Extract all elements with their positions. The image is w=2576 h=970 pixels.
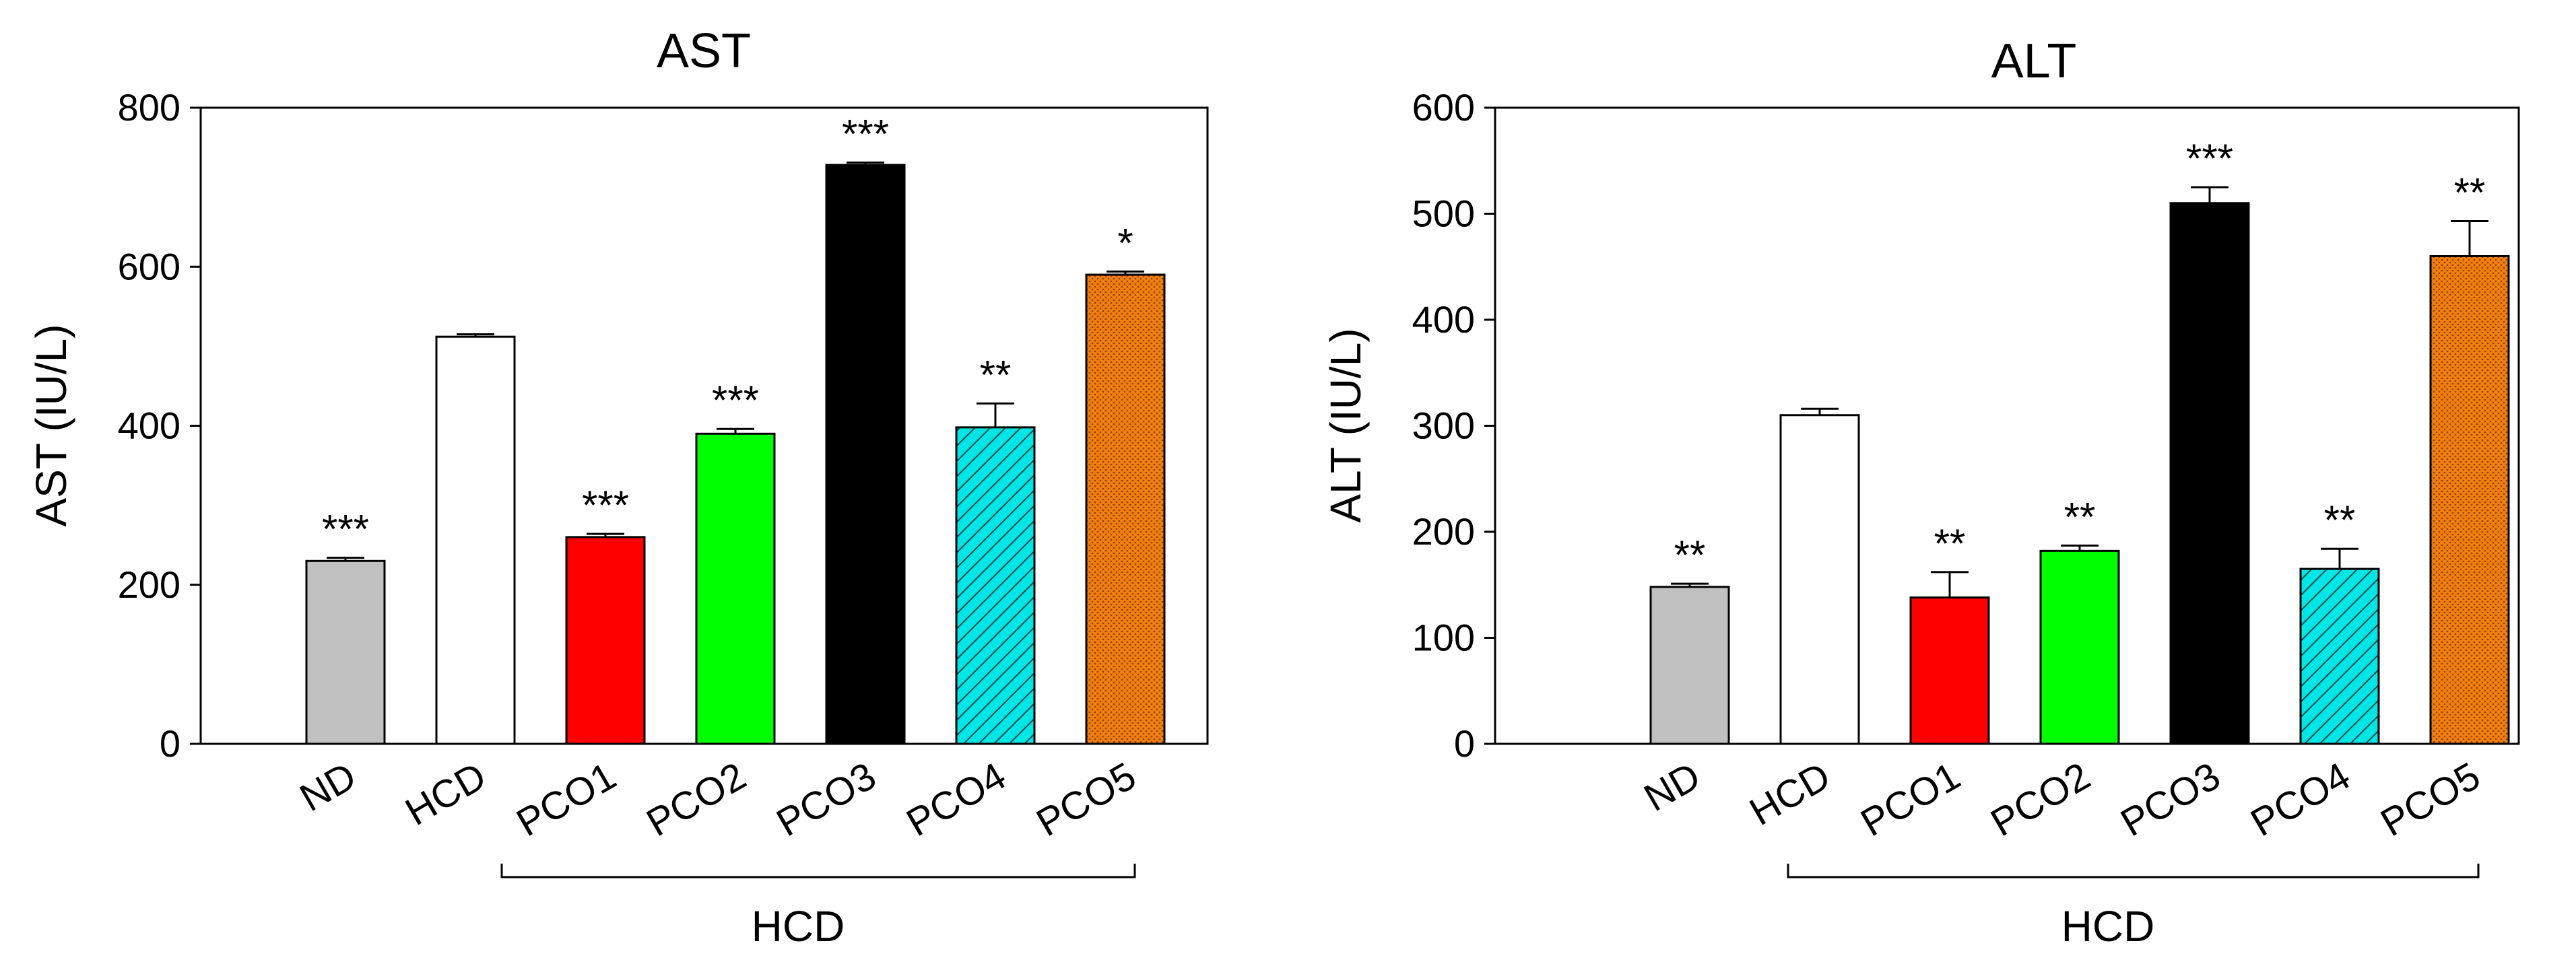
x-axis-categories: ND HCD PCO1 PCO2 PCO3 PCO4 PCO5: [292, 754, 1143, 845]
x-category-pco4: PCO4: [899, 754, 1013, 845]
x-category-pco5: PCO5: [2373, 754, 2487, 845]
significance-nd: **: [1674, 532, 1706, 578]
error-bars: [1671, 186, 2488, 598]
x-category-hcd: HCD: [398, 754, 493, 834]
x-category-pco3: PCO3: [769, 754, 883, 845]
y-axis-label: AST (IU/L): [27, 324, 75, 526]
x-category-pco1: PCO1: [1853, 754, 1967, 845]
y-tick-label: 400: [1412, 298, 1475, 341]
bar-hcd: [435, 335, 516, 745]
y-tick-label: 600: [118, 245, 180, 287]
significance-labels: ** ***********: [1674, 136, 2486, 578]
significance-labels: ***************: [322, 112, 1133, 552]
bar-pco4: [2299, 567, 2380, 745]
bar-nd: [305, 559, 386, 745]
significance-pco2: **: [2064, 494, 2096, 539]
y-tick-label: 100: [1412, 617, 1475, 659]
significance-pco5: *: [1117, 220, 1133, 265]
y-axis-ticks: 0 200 400 600 800: [118, 86, 201, 765]
bar-hcd: [1779, 414, 1860, 745]
bar-pco5: [1085, 273, 1166, 745]
error-bars: [327, 162, 1144, 561]
bar-pco2: [2039, 549, 2120, 745]
x-category-nd: ND: [1637, 754, 1707, 820]
y-tick-label: 200: [1412, 510, 1475, 553]
y-tick-label: 600: [1412, 86, 1475, 129]
group-bracket-label: HCD: [2061, 902, 2155, 950]
bar-pco1: [1909, 596, 1990, 745]
x-category-nd: ND: [292, 754, 363, 820]
y-tick-label: 800: [118, 86, 180, 129]
x-category-hcd: HCD: [1742, 754, 1837, 834]
bar-nd: [1649, 586, 1730, 745]
x-category-pco2: PCO2: [639, 754, 753, 845]
x-category-pco4: PCO4: [2243, 754, 2357, 845]
significance-pco3: ***: [842, 112, 889, 157]
x-category-pco1: PCO1: [509, 754, 623, 845]
bars: [305, 164, 1166, 745]
y-axis-ticks: 0 100 200 300 400 500 600: [1412, 86, 1495, 765]
y-tick-label: 0: [160, 722, 180, 765]
significance-pco4: **: [980, 352, 1012, 397]
chart-title: AST: [657, 24, 751, 78]
significance-pco5: **: [2454, 170, 2486, 215]
y-tick-label: 400: [118, 405, 180, 447]
x-category-pco2: PCO2: [1983, 754, 2097, 845]
bars: [1649, 202, 2510, 745]
bar-pco2: [695, 432, 776, 745]
y-axis-label: ALT (IU/L): [1321, 328, 1370, 522]
y-tick-label: 200: [118, 563, 180, 606]
bar-pco3: [825, 164, 906, 745]
group-bracket: [500, 864, 1136, 878]
chart-title: ALT: [1991, 34, 2077, 88]
bar-pco1: [565, 536, 646, 745]
significance-pco1: ***: [582, 483, 629, 528]
y-tick-label: 500: [1412, 193, 1475, 235]
x-category-pco3: PCO3: [2113, 754, 2227, 845]
bar-pco5: [2429, 255, 2510, 745]
group-bracket-label: HCD: [752, 902, 845, 950]
group-bracket: [1787, 864, 2480, 878]
significance-pco4: **: [2324, 497, 2356, 543]
significance-nd: ***: [322, 507, 369, 552]
bar-pco3: [2169, 202, 2250, 745]
y-tick-label: 0: [1454, 722, 1475, 765]
significance-pco1: **: [1934, 521, 1966, 566]
y-tick-label: 300: [1412, 405, 1475, 447]
x-axis-categories: ND HCD PCO1 PCO2 PCO3 PCO4 PCO5: [1637, 754, 2487, 845]
significance-pco2: ***: [712, 378, 759, 423]
significance-pco3: ***: [2186, 136, 2233, 181]
bar-pco4: [955, 426, 1036, 745]
x-category-pco5: PCO5: [1029, 754, 1143, 845]
